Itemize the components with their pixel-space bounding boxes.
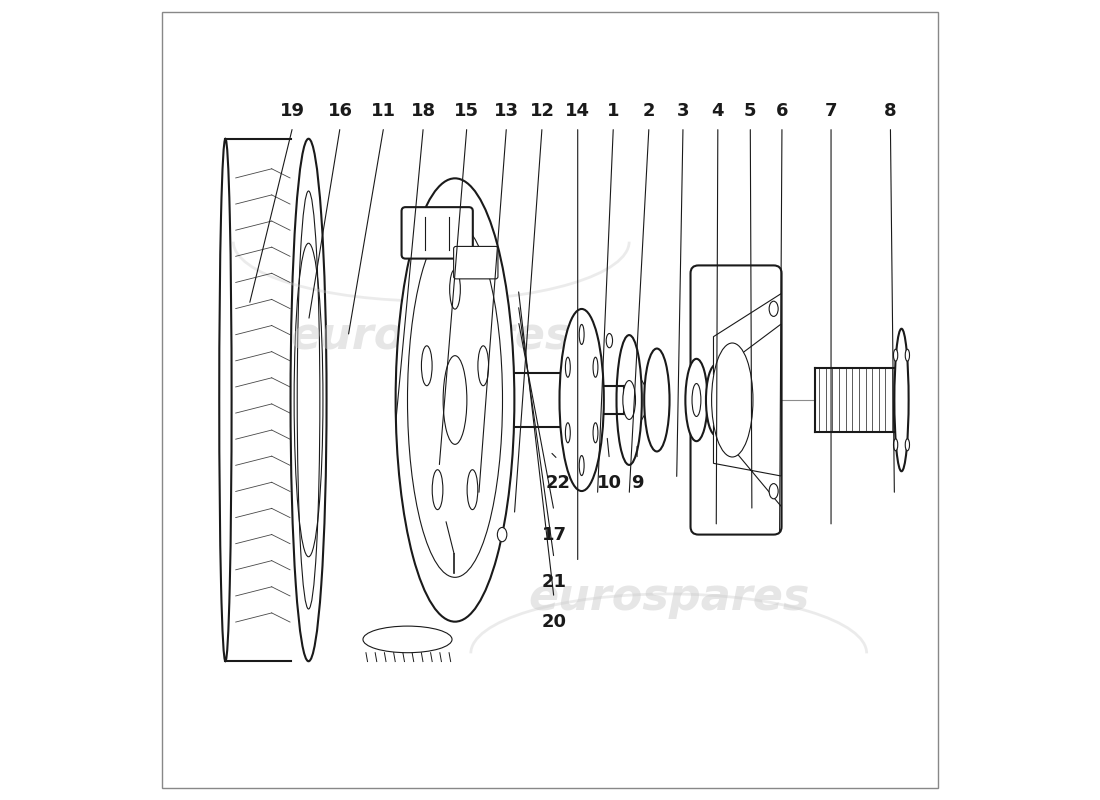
Ellipse shape	[468, 470, 477, 510]
Text: 12: 12	[529, 102, 554, 120]
Ellipse shape	[623, 381, 636, 419]
Ellipse shape	[712, 343, 754, 457]
Ellipse shape	[593, 422, 598, 442]
Text: 5: 5	[744, 102, 757, 120]
Text: 11: 11	[372, 102, 396, 120]
Text: eurospares: eurospares	[528, 577, 810, 619]
Text: 4: 4	[712, 102, 724, 120]
Text: 14: 14	[565, 102, 591, 120]
Text: 20: 20	[541, 613, 567, 630]
FancyBboxPatch shape	[453, 246, 498, 279]
Ellipse shape	[560, 309, 604, 491]
Ellipse shape	[363, 626, 452, 653]
Text: eurospares: eurospares	[290, 315, 572, 358]
Ellipse shape	[905, 439, 910, 450]
Ellipse shape	[421, 346, 432, 386]
Polygon shape	[714, 294, 781, 374]
Text: 17: 17	[541, 526, 567, 543]
Ellipse shape	[894, 329, 909, 471]
Text: 22: 22	[546, 474, 571, 492]
Ellipse shape	[593, 358, 598, 378]
Ellipse shape	[893, 439, 898, 450]
Ellipse shape	[769, 302, 778, 317]
Text: 18: 18	[410, 102, 436, 120]
Ellipse shape	[580, 325, 584, 345]
Text: 8: 8	[884, 102, 896, 120]
Ellipse shape	[685, 359, 707, 441]
Ellipse shape	[432, 470, 443, 510]
Text: 6: 6	[776, 102, 789, 120]
Ellipse shape	[565, 422, 570, 442]
Ellipse shape	[616, 335, 641, 465]
FancyBboxPatch shape	[402, 207, 473, 258]
Ellipse shape	[477, 346, 488, 386]
Ellipse shape	[645, 349, 670, 451]
Text: 10: 10	[597, 474, 622, 492]
Text: 21: 21	[541, 573, 567, 591]
Text: 1: 1	[607, 102, 619, 120]
Ellipse shape	[905, 350, 910, 361]
Text: 16: 16	[328, 102, 353, 120]
Ellipse shape	[706, 364, 726, 436]
Ellipse shape	[769, 483, 778, 499]
Ellipse shape	[565, 358, 570, 378]
Text: 15: 15	[454, 102, 480, 120]
Ellipse shape	[396, 178, 515, 622]
Text: 13: 13	[494, 102, 519, 120]
Ellipse shape	[497, 527, 507, 542]
Ellipse shape	[893, 350, 898, 361]
Text: 9: 9	[630, 474, 644, 492]
Text: 19: 19	[280, 102, 305, 120]
Ellipse shape	[692, 383, 701, 417]
FancyBboxPatch shape	[691, 266, 782, 534]
Ellipse shape	[450, 270, 460, 309]
Ellipse shape	[407, 222, 503, 578]
Text: 2: 2	[642, 102, 656, 120]
Ellipse shape	[606, 334, 613, 348]
Text: 7: 7	[825, 102, 837, 120]
Polygon shape	[714, 426, 781, 506]
Text: 3: 3	[676, 102, 690, 120]
Ellipse shape	[580, 455, 584, 475]
Ellipse shape	[443, 356, 466, 444]
